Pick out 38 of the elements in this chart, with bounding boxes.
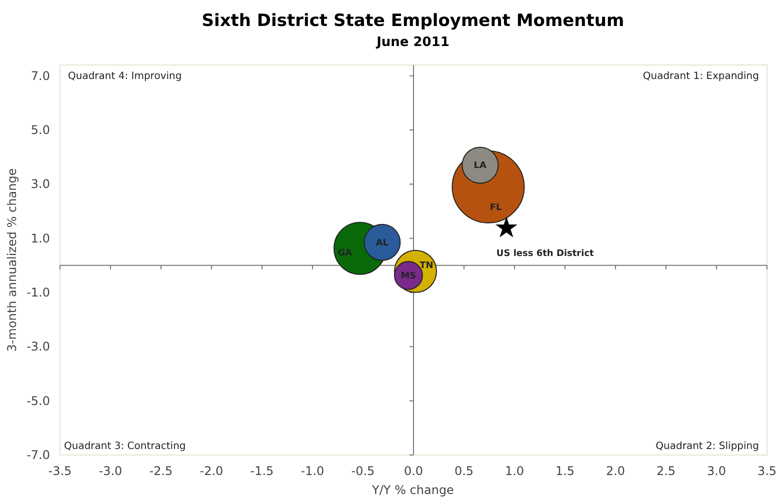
- chart-title: Sixth District State Employment Momentum: [202, 11, 624, 31]
- series-label: MS: [400, 271, 416, 282]
- y-axis-title: 3-month annualized % change: [5, 168, 19, 352]
- series-label: GA: [338, 248, 352, 258]
- annotation: Quadrant 2: Slipping: [656, 441, 759, 452]
- y-tick-label: -7.0: [26, 448, 50, 462]
- x-tick-label: -3.5: [48, 464, 72, 478]
- y-tick-label: 3.0: [30, 177, 50, 192]
- series-label: TN: [420, 261, 434, 272]
- annotation: Quadrant 4: Improving: [68, 71, 182, 82]
- x-tick-label: -3.0: [98, 464, 122, 478]
- x-axis-title: Y/Y % change: [371, 483, 454, 497]
- x-tick-label: 2.0: [606, 464, 626, 478]
- x-tick-label: 1.0: [504, 464, 524, 478]
- x-tick-label: 2.5: [656, 464, 676, 478]
- x-tick-label: 0.5: [454, 464, 474, 478]
- x-tick-label: -2.5: [149, 464, 173, 478]
- x-tick-label: 3.0: [706, 464, 726, 478]
- x-tick-label: -1.5: [250, 464, 274, 478]
- x-tick-label: 1.5: [555, 464, 575, 478]
- y-tick-label: 1.0: [30, 231, 50, 246]
- x-tick-label: -1.0: [300, 464, 324, 478]
- y-tick-label: 7.0: [30, 68, 50, 83]
- annotation: Quadrant 1: Expanding: [642, 71, 759, 82]
- series-label: FL: [490, 203, 502, 214]
- series-label: LA: [474, 161, 487, 172]
- annotation: Quadrant 3: Contracting: [64, 441, 186, 452]
- y-tick-label: -5.0: [26, 394, 50, 408]
- x-tick-label: -2.0: [200, 464, 224, 478]
- chart-subtitle: June 2011: [376, 35, 450, 50]
- x-tick-label: -0.5: [351, 464, 375, 478]
- y-tick-label: -3.0: [26, 340, 50, 354]
- series-label: AL: [376, 238, 389, 248]
- y-tick-label: 5.0: [30, 123, 50, 137]
- series-label: US less 6th District: [496, 249, 595, 260]
- x-tick-label: 3.5: [757, 464, 776, 478]
- x-tick-label: 0.0: [404, 464, 424, 478]
- y-tick-label: -1.0: [26, 286, 50, 300]
